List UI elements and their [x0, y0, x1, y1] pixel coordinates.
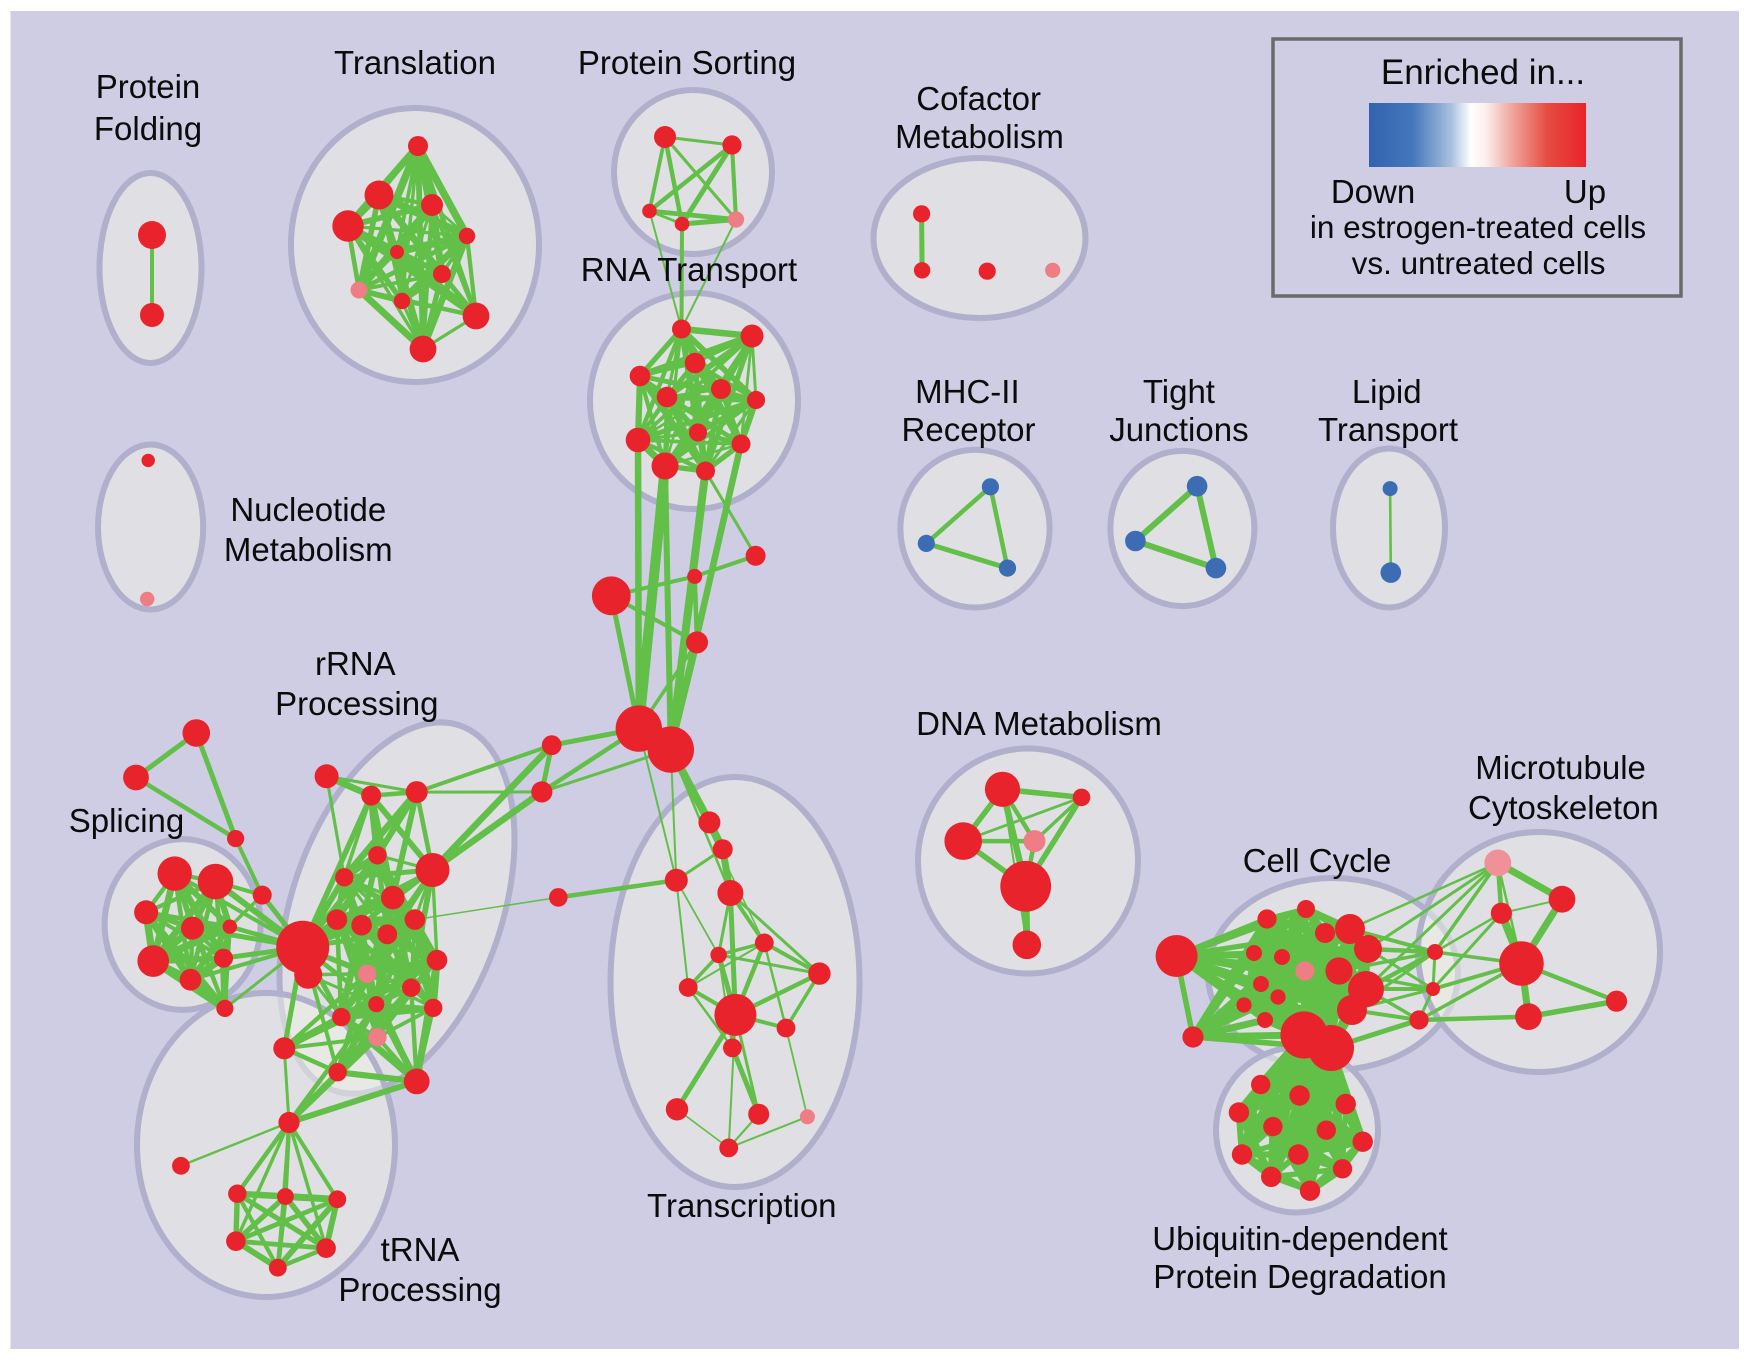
svg-text:vs. untreated cells: vs. untreated cells — [1352, 245, 1606, 281]
svg-text:Transcription: Transcription — [647, 1187, 837, 1224]
svg-text:MHC-II: MHC-II — [915, 373, 1019, 410]
svg-text:Lipid: Lipid — [1352, 373, 1422, 410]
svg-text:Microtubule: Microtubule — [1475, 749, 1646, 786]
svg-text:Protein Sorting: Protein Sorting — [578, 44, 796, 81]
svg-text:Translation: Translation — [334, 44, 496, 81]
svg-text:Metabolism: Metabolism — [895, 118, 1064, 155]
svg-text:Protein Degradation: Protein Degradation — [1153, 1258, 1447, 1295]
svg-text:Protein: Protein — [96, 68, 201, 105]
svg-text:in estrogen-treated cells: in estrogen-treated cells — [1310, 209, 1646, 245]
svg-text:Tight: Tight — [1143, 373, 1215, 410]
svg-text:Down: Down — [1331, 173, 1415, 210]
svg-text:Ubiquitin-dependent: Ubiquitin-dependent — [1152, 1220, 1447, 1257]
svg-text:Receptor: Receptor — [902, 411, 1036, 448]
svg-text:Up: Up — [1564, 173, 1606, 210]
svg-text:Transport: Transport — [1318, 411, 1458, 448]
svg-text:tRNA: tRNA — [381, 1231, 460, 1268]
svg-text:Nucleotide: Nucleotide — [230, 491, 386, 528]
svg-text:DNA Metabolism: DNA Metabolism — [916, 705, 1162, 742]
svg-text:RNA Transport: RNA Transport — [581, 251, 797, 288]
svg-text:Junctions: Junctions — [1109, 411, 1248, 448]
svg-text:Processing: Processing — [338, 1271, 501, 1308]
svg-text:Cytoskeleton: Cytoskeleton — [1468, 789, 1659, 826]
svg-text:Enriched in...: Enriched in... — [1381, 53, 1585, 92]
svg-text:Processing: Processing — [275, 685, 438, 722]
svg-text:Folding: Folding — [94, 110, 202, 147]
svg-text:Cell Cycle: Cell Cycle — [1243, 842, 1392, 879]
svg-text:Cofactor: Cofactor — [916, 80, 1041, 117]
svg-text:Metabolism: Metabolism — [224, 531, 393, 568]
svg-text:rRNA: rRNA — [315, 645, 396, 682]
svg-text:Splicing: Splicing — [69, 802, 185, 839]
